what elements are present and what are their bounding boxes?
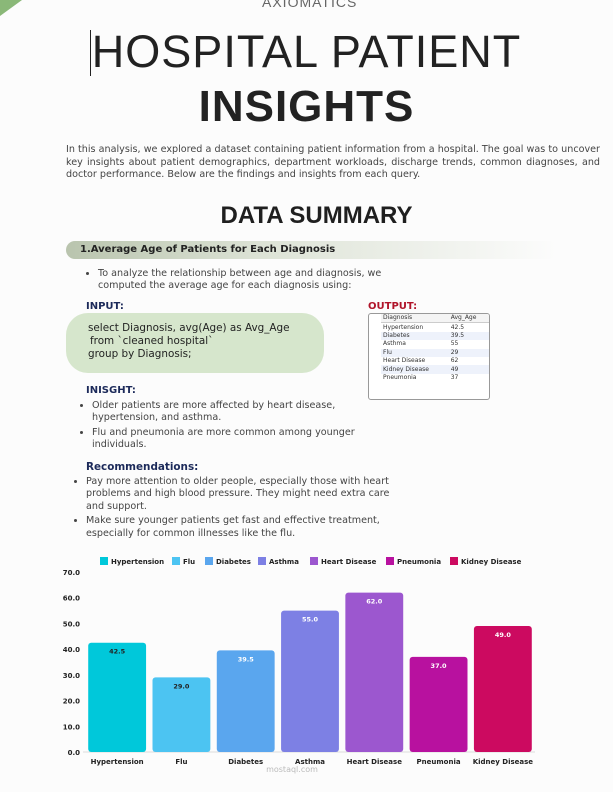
legend-swatch [205, 557, 213, 565]
cell: Diabetes [381, 331, 449, 341]
y-tick-label: 20.0 [63, 698, 80, 706]
insight-heading: INISGHT: [86, 385, 136, 396]
section-title: DATA SUMMARY [220, 202, 413, 229]
y-tick-label: 0.0 [68, 749, 81, 757]
output-label: OUTPUT: [368, 301, 418, 312]
x-tick-label: Flu [175, 758, 187, 766]
header-cell: Diagnosis [381, 314, 449, 324]
y-tick-label: 50.0 [63, 620, 80, 628]
bullet: Flu and pneumonia are more common among … [92, 427, 395, 452]
legend-swatch [258, 557, 266, 565]
code-line: select Diagnosis, avg(Age) as Avg_Age [88, 322, 290, 334]
table-row: Pneumonia 37 [381, 374, 489, 382]
cell: 49 [448, 365, 489, 374]
cell: 62 [450, 357, 459, 365]
legend-swatch [172, 557, 180, 565]
bar [473, 626, 532, 752]
cell: 29 [448, 348, 489, 357]
y-tick-label: 10.0 [63, 723, 80, 731]
x-tick-label: Heart Disease [347, 758, 403, 766]
title: HOSPITAL PATIENT [91, 26, 522, 77]
data-label: 42.5 [109, 648, 126, 656]
legend-label: Hypertension [111, 558, 164, 566]
cell: 39.5 [448, 331, 489, 341]
x-tick-label: Pneumonia [417, 758, 461, 766]
chart: 0.0 10.0 20.0 30.0 40.0 50.0 60.0 70.0 42.5 Hyper… [60, 550, 540, 774]
bar [152, 677, 211, 752]
cell: 55 [450, 340, 459, 348]
legend-label: Kidney Disease [461, 558, 522, 566]
table-row: Asthma 55 [381, 340, 489, 348]
data-label: 62.0 [366, 598, 383, 606]
data-label: 29.0 [173, 682, 190, 690]
output-table: Diagnosis Avg_Age Hypertension 42.5 Diabetes… [368, 313, 490, 400]
bullet: To analyze the relationship between age … [98, 268, 416, 293]
bar [345, 592, 404, 752]
title: INSIGHTS [198, 82, 415, 131]
x-tick-label: Hypertension [91, 758, 144, 766]
x-tick-label: Diabetes [228, 758, 263, 766]
data-label: 55.0 [302, 616, 319, 624]
cell: Flu [381, 348, 449, 357]
bullet: Pay more attention to older people, espe… [86, 476, 394, 513]
legend-label: Asthma [269, 558, 299, 566]
bar [216, 650, 275, 752]
cursor [90, 30, 91, 76]
bar [409, 656, 468, 752]
legend-label: Diabetes [216, 558, 251, 566]
data-label: 39.5 [238, 655, 255, 663]
y-tick-label: 40.0 [63, 646, 80, 654]
cell: 37 [450, 373, 459, 381]
legend-label: Flu [183, 558, 195, 566]
query-heading: 1.Average Age of Patients for Each Diagn… [66, 241, 558, 259]
legend-swatch [310, 557, 318, 565]
cell: Hypertension [383, 323, 424, 331]
cell: Pneumonia [383, 373, 417, 381]
bullet-list: Pay more attention to older people, espe… [74, 476, 394, 542]
cell: Heart Disease [383, 357, 426, 365]
code-line: from `cleaned hospital` [90, 335, 214, 347]
bullet: Make sure younger patients get fast and … [86, 515, 394, 540]
legend-label: Pneumonia [397, 558, 441, 566]
legend-label: Heart Disease [321, 558, 377, 566]
bullet-list: To analyze the relationship between age … [86, 268, 416, 295]
x-tick-label: Kidney Disease [473, 758, 534, 766]
data-label: 49.0 [495, 631, 512, 639]
bullet: Older patients are more affected by hear… [92, 400, 395, 425]
bar [281, 610, 339, 752]
cell: Kidney Disease [381, 365, 449, 374]
x-tick-label: Asthma [295, 758, 325, 766]
legend-swatch [386, 557, 394, 565]
table-row: Flu 29 [381, 348, 489, 357]
brand: AXIOMATICS [262, 0, 358, 10]
intro: In this analysis, we explored a dataset … [66, 144, 600, 181]
header-cell: Avg_Age [448, 314, 489, 324]
y-tick-label: 30.0 [63, 672, 80, 680]
cell: 42.5 [450, 323, 465, 331]
corner-decoration [0, 0, 22, 16]
table-row: Diabetes 39.5 [381, 331, 489, 341]
watermark: mostaql.com [266, 765, 318, 774]
bullet-list: Older patients are more affected by hear… [80, 400, 395, 454]
table: Diagnosis Avg_Age Hypertension 42.5 Diabetes… [381, 314, 489, 382]
bar [88, 642, 147, 752]
table-header: Diagnosis Avg_Age [381, 314, 489, 324]
cell: Asthma [383, 340, 406, 348]
input-label: INPUT: [86, 301, 124, 312]
recommendations-heading: Recommendations: [86, 461, 199, 473]
table-row: Heart Disease 62 [381, 357, 489, 365]
y-tick-label: 70.0 [63, 569, 80, 577]
legend-swatch [450, 557, 458, 565]
y-tick-label: 60.0 [63, 595, 80, 603]
code-box: select Diagnosis, avg(Age) as Avg_Age fr… [66, 313, 324, 373]
legend-swatch [100, 557, 108, 565]
code-line: group by Diagnosis; [88, 348, 192, 360]
table-row: Kidney Disease 49 [381, 365, 489, 374]
table-row: Hypertension 42.5 [381, 323, 489, 332]
data-label: 37.0 [431, 662, 448, 670]
